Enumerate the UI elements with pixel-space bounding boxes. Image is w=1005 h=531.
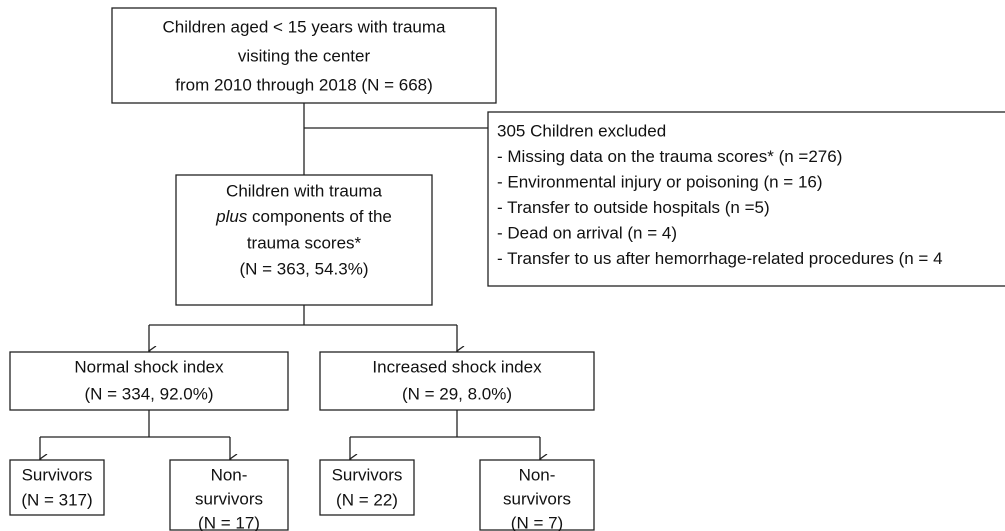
node-box: [175, 174, 433, 306]
node: Children aged < 15 years with trauma visi…: [111, 7, 497, 104]
italic-word: plus: [215, 207, 248, 226]
node-line: Survivors: [332, 465, 403, 484]
node-line: from 2010 through 2018 (N = 668): [175, 75, 433, 94]
node-line: (N = 29, 8.0%): [402, 384, 512, 403]
node: 305 Children excluded - Missing data on t…: [487, 111, 1005, 287]
node: Non-survivors (N = 17): [169, 459, 289, 531]
node-box: [319, 459, 415, 516]
node-line: trauma scores*: [247, 233, 362, 252]
node-line: Children with trauma: [226, 181, 382, 200]
node: Children with trauma plus components of t…: [175, 174, 433, 306]
node-line: Non-: [211, 465, 248, 484]
node-box: [487, 111, 1005, 287]
node-line: - Missing data on the trauma scores* (n …: [497, 147, 842, 166]
node: Survivors (N = 317): [9, 459, 105, 516]
node-line: survivors: [503, 489, 571, 508]
node-line: (N = 7): [511, 513, 563, 531]
node-line: visiting the center: [238, 46, 371, 65]
node-line: Children aged < 15 years with trauma: [162, 17, 446, 36]
node: Increased shock index (N = 29, 8.0%): [319, 351, 595, 411]
node-line: Normal shock index: [74, 357, 224, 376]
node-line: (N = 317): [21, 490, 92, 509]
node-line: Increased shock index: [372, 357, 542, 376]
node-line: Non-: [519, 465, 556, 484]
node-box: [9, 351, 289, 411]
node-line: (N = 22): [336, 490, 398, 509]
node-box: [9, 459, 105, 516]
node-line: - Transfer to outside hospitals (n =5): [497, 198, 770, 217]
node-line: (N = 334, 92.0%): [85, 384, 214, 403]
node-line: (N = 363, 54.3%): [240, 259, 369, 278]
node-line: (N = 17): [198, 513, 260, 531]
node-line: - Dead on arrival (n = 4): [497, 223, 677, 242]
node-line: 305 Children excluded: [497, 121, 666, 140]
node-line: plus components of the: [215, 207, 392, 226]
connectors: [40, 103, 540, 459]
node-line: Survivors: [22, 465, 93, 484]
node-line: - Environmental injury or poisoning (n =…: [497, 172, 823, 191]
node-box: [169, 459, 289, 531]
node-box: [111, 7, 497, 104]
node: Normal shock index (N = 334, 92.0%): [9, 351, 289, 411]
node-line: - Transfer to us after hemorrhage-relate…: [497, 249, 943, 268]
node-box: [479, 459, 595, 531]
node-box: [319, 351, 595, 411]
node-line: survivors: [195, 489, 263, 508]
node: Survivors (N = 22): [319, 459, 415, 516]
line-text: components of the: [247, 207, 392, 226]
node: Non-survivors (N = 7): [479, 459, 595, 531]
nodes: Children aged < 15 years with trauma visi…: [9, 7, 1005, 531]
